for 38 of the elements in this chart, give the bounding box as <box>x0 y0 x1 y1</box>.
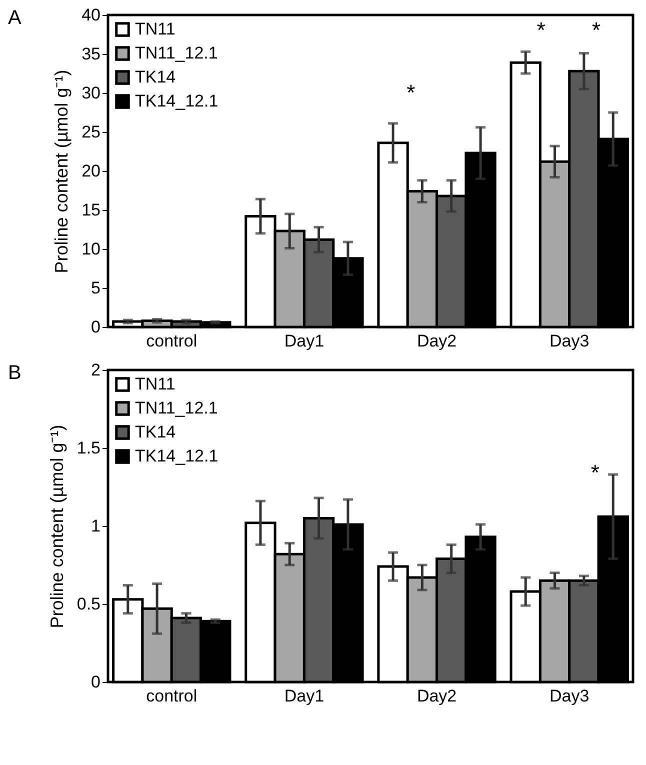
legend-label: TN11 <box>135 374 176 394</box>
y-tick-label: 1 <box>91 516 100 536</box>
x-tick-label: Day2 <box>416 686 457 706</box>
y-tick-label: 15 <box>82 200 100 220</box>
y-tick-label: 5 <box>91 278 100 298</box>
y-tick-label: 0 <box>91 672 100 692</box>
y-tick-label: 20 <box>82 162 100 180</box>
chart-title: A <box>8 7 22 29</box>
y-tick-label: 1.5 <box>76 438 100 458</box>
annotation: * <box>406 80 416 105</box>
legend-label: TK14 <box>135 422 176 442</box>
y-tick-label: 35 <box>82 44 100 64</box>
y-tick-label: 30 <box>82 84 100 102</box>
annotation: * <box>592 18 601 43</box>
y-tick-label: 0.5 <box>76 594 100 614</box>
y-tick-label: 2 <box>91 360 100 380</box>
x-tick-label: Day3 <box>550 686 590 706</box>
y-tick-label: 25 <box>82 122 100 142</box>
y-axis-title: Proline content (µmol g⁻¹) <box>46 424 67 628</box>
legend-label: TN11 <box>135 20 176 38</box>
x-tick-label: control <box>146 332 198 350</box>
legend-label: TK14 <box>135 68 176 86</box>
legend-label: TN11_12.1 <box>135 44 218 62</box>
y-tick-label: 40 <box>82 6 100 24</box>
y-tick-label: 0 <box>91 318 100 336</box>
legend-label: TN11_12.1 <box>135 398 218 418</box>
x-tick-label: Day1 <box>284 332 324 350</box>
x-tick-label: Day3 <box>550 332 590 350</box>
annotation: * <box>590 460 600 485</box>
annotation: * <box>536 18 546 43</box>
y-axis-title: Proline content (µmol g⁻¹) <box>52 70 72 274</box>
legend-label: TK14_12.1 <box>135 446 218 466</box>
chart-title: B <box>8 362 22 384</box>
legend-label: TK14_12.1 <box>135 92 218 110</box>
x-tick-label: Day1 <box>284 686 324 706</box>
x-tick-label: control <box>146 686 198 706</box>
y-tick-label: 10 <box>82 240 100 258</box>
x-tick-label: Day2 <box>416 332 457 350</box>
